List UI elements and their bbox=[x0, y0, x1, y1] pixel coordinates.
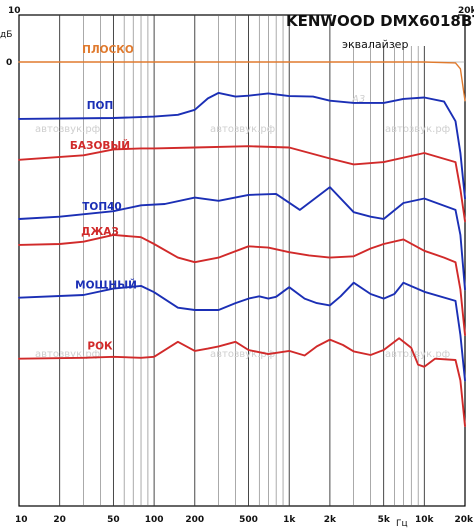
x-tick-label-top-left: 10 bbox=[8, 6, 21, 16]
watermark-text: автозвук.рф bbox=[210, 124, 275, 135]
series-label-0: ПЛОСКО bbox=[82, 44, 134, 56]
axes: 10 20 50 100 200 500 1k 2k 5k 10k 20k 10 20k 0 bbox=[6, 6, 474, 525]
x-tick-label: 2k bbox=[324, 515, 337, 525]
x-tick-label: 5k bbox=[378, 515, 391, 525]
series-line-1 bbox=[18, 91, 466, 200]
series-label-4: ДЖАЗ bbox=[81, 226, 119, 238]
series-label-5: МОЩНЫЙ bbox=[75, 279, 137, 292]
x-tick-label: 20k bbox=[454, 515, 474, 525]
series-label-1: ПОП bbox=[87, 100, 114, 112]
chart-title: KENWOOD DMX6018BT bbox=[286, 12, 474, 30]
series-line-3 bbox=[18, 186, 466, 291]
x-tick-label: 100 bbox=[145, 515, 164, 525]
series-line-4 bbox=[18, 233, 466, 336]
x-tick-label: 20 bbox=[53, 515, 66, 525]
y-tick-label: 0 bbox=[6, 58, 12, 68]
x-tick-label: 200 bbox=[185, 515, 204, 525]
series-line-2 bbox=[18, 145, 466, 223]
watermark-text: автозвук.рф bbox=[385, 349, 450, 360]
series-labels: ПЛОСКО ПОП БАЗОВЫЙ ТОП40 ДЖАЗ МОЩНЫЙ РОК bbox=[70, 44, 137, 353]
series-label-2: БАЗОВЫЙ bbox=[70, 139, 130, 152]
series-line-6 bbox=[18, 337, 466, 427]
plot-frame bbox=[18, 14, 466, 507]
series-line-0 bbox=[18, 61, 466, 102]
x-tick-label-top-right: 20k bbox=[458, 6, 474, 16]
series-line-5 bbox=[18, 281, 466, 382]
series-layer bbox=[18, 61, 466, 427]
watermark-text: автозвук.рф bbox=[210, 349, 275, 360]
x-tick-label: 10k bbox=[415, 515, 435, 525]
x-tick-label: 10 bbox=[15, 515, 28, 525]
x-tick-label: 50 bbox=[107, 515, 120, 525]
y-axis-unit: дБ bbox=[0, 30, 12, 40]
x-tick-label: 500 bbox=[239, 515, 258, 525]
title-background bbox=[332, 6, 458, 46]
watermark-logo: A3 bbox=[351, 94, 365, 105]
watermark-text: автозвук.рф bbox=[385, 124, 450, 135]
chart-subtitle: эквалайзер bbox=[342, 38, 408, 51]
grid bbox=[18, 14, 466, 507]
series-label-6: РОК bbox=[87, 341, 113, 353]
watermark-text: автозвук.рф bbox=[35, 124, 100, 135]
x-axis-unit: Гц bbox=[396, 519, 408, 528]
watermark-layer: автозвук.рф автозвук.рф автозвук.рф автозву… bbox=[35, 94, 450, 360]
watermark-text: автозвук.рф bbox=[35, 349, 100, 360]
series-label-3: ТОП40 bbox=[82, 201, 122, 213]
x-tick-label: 1k bbox=[283, 515, 296, 525]
